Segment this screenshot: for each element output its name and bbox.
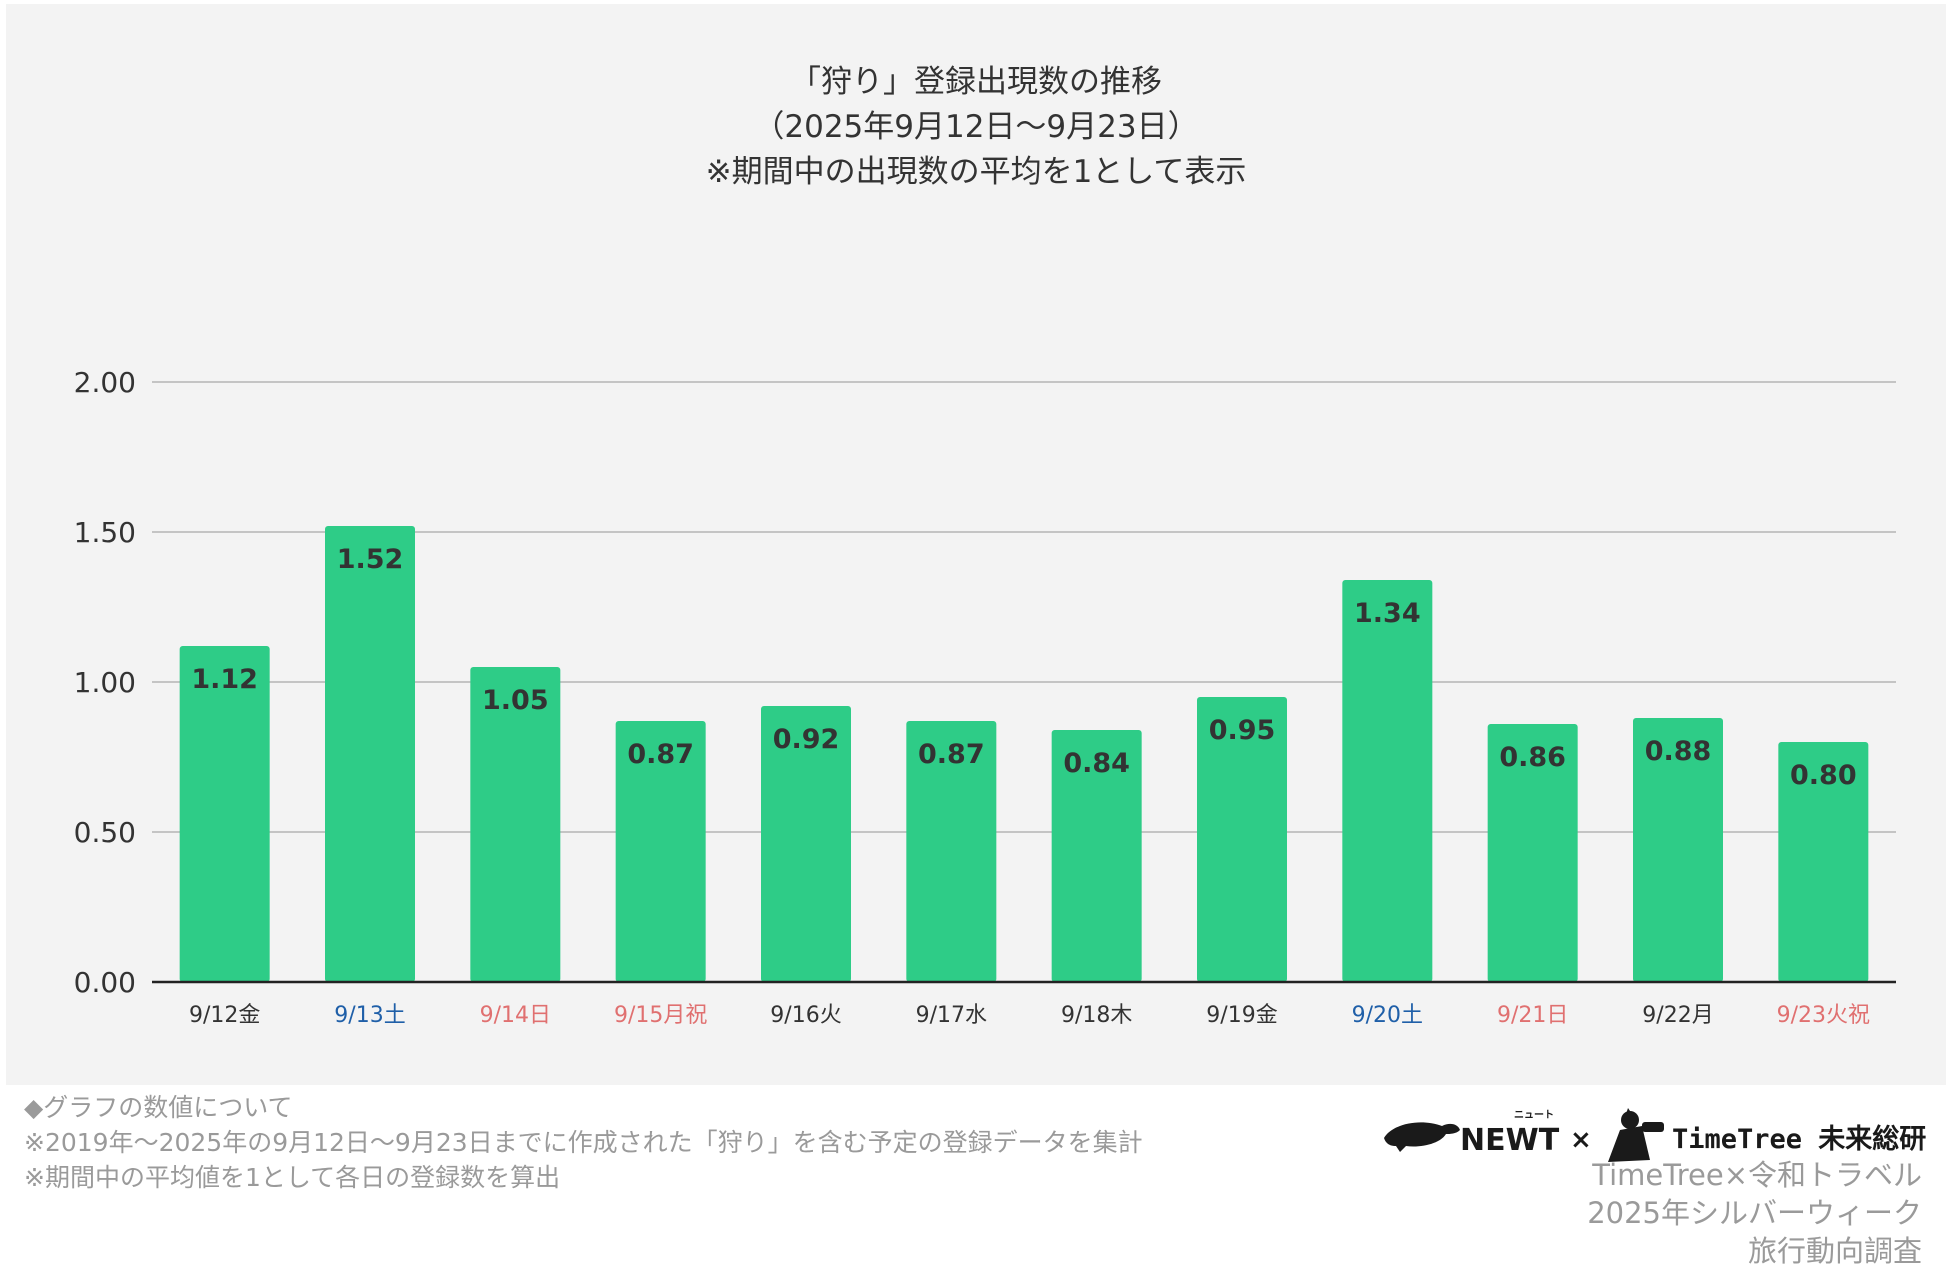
bar-chart: 0.00 0.50 1.00 1.50 2.00 1.12 9/12金 1.52 9/13土 1.…	[74, 366, 1896, 1028]
x-tick-label: 9/12金	[189, 1003, 260, 1028]
footnote-line-3: ※期間中の平均値を1として各日の登録数を算出	[24, 1163, 561, 1192]
footnote-line-2: ※2019年～2025年の9月12日～9月23日までに作成された「狩り」を含む予…	[24, 1128, 1143, 1157]
newt-wordmark: NEWT	[1460, 1123, 1560, 1158]
y-tick-label: 1.50	[74, 516, 136, 549]
x-tick-label: 9/18木	[1061, 1003, 1132, 1028]
bar	[325, 526, 415, 982]
bar	[1487, 724, 1578, 982]
bar-value-label: 1.52	[337, 544, 404, 575]
bar	[1051, 730, 1142, 982]
y-tick-label: 1.00	[74, 666, 136, 699]
x-tick-label: 9/16火	[770, 1003, 841, 1028]
chart-title-line-2: （2025年9月12日～9月23日）	[753, 109, 1199, 145]
newt-ruby: ニュート	[1514, 1109, 1554, 1121]
credit-line-3: 旅行動向調査	[1747, 1234, 1922, 1268]
x-tick-label: 9/19金	[1206, 1003, 1277, 1028]
bar-value-label: 0.87	[627, 739, 694, 770]
logo-row: ニュート NEWT × TimeTree 未来総研	[1380, 1104, 1940, 1168]
credit-line-1: TimeTree×令和トラベル	[1592, 1158, 1922, 1192]
chart-panel: 「狩り」登録出現数の推移 （2025年9月12日～9月23日） ※期間中の出現数…	[6, 4, 1946, 1085]
bar-value-label: 0.92	[773, 724, 840, 755]
x-tick-label: 9/14日	[480, 1003, 551, 1028]
bar-value-label: 1.12	[191, 664, 258, 695]
credit: TimeTree×令和トラベル 2025年シルバーウィーク 旅行動向調査	[1587, 1156, 1922, 1270]
turtle-icon	[1384, 1122, 1460, 1152]
x-tick-label: 9/22月	[1642, 1003, 1713, 1028]
y-tick-label: 2.00	[74, 366, 136, 399]
bar-value-label: 0.87	[918, 739, 985, 770]
bar-value-label: 0.84	[1063, 748, 1130, 779]
bar	[470, 667, 561, 982]
bar-value-label: 1.34	[1354, 598, 1421, 629]
footnote-line-1: ◆グラフの数値について	[24, 1093, 293, 1122]
binoculars-person-icon	[1608, 1108, 1664, 1162]
bar-value-label: 0.88	[1645, 736, 1712, 767]
bar	[906, 721, 997, 982]
footnote: ◆グラフの数値について ※2019年～2025年の9月12日～9月23日までに作…	[24, 1090, 1143, 1195]
x-tick-label: 9/21日	[1497, 1003, 1568, 1028]
bar	[1197, 697, 1287, 982]
y-tick-label: 0.00	[74, 966, 136, 999]
chart-title-line-3: ※期間中の出現数の平均を1として表示	[705, 154, 1247, 190]
bar-value-label: 1.05	[482, 685, 549, 716]
bar	[761, 706, 851, 982]
bar	[615, 721, 706, 982]
logo-separator: ×	[1570, 1125, 1592, 1155]
x-tick-label: 9/15月祝	[614, 1003, 707, 1028]
bar-value-label: 0.86	[1499, 742, 1566, 773]
bar	[1633, 718, 1723, 982]
bar-value-label: 0.95	[1209, 715, 1276, 746]
x-tick-label: 9/20土	[1352, 1003, 1423, 1028]
y-tick-label: 0.50	[74, 816, 136, 849]
x-tick-label: 9/17水	[916, 1003, 987, 1028]
bar	[1342, 580, 1433, 982]
chart-title: 「狩り」登録出現数の推移 （2025年9月12日～9月23日） ※期間中の出現数…	[6, 60, 1946, 195]
bar	[1778, 742, 1869, 982]
bar-value-label: 0.80	[1790, 760, 1857, 791]
bar	[179, 646, 270, 982]
x-tick-label: 9/23火祝	[1777, 1003, 1870, 1028]
newt-logo: ニュート NEWT	[1384, 1109, 1560, 1158]
x-tick-label: 9/13土	[334, 1003, 405, 1028]
chart-title-line-1: 「狩り」登録出現数の推移	[790, 64, 1162, 100]
credit-line-2: 2025年シルバーウィーク	[1587, 1196, 1922, 1230]
timetree-logo: TimeTree 未来総研	[1608, 1108, 1926, 1162]
timetree-wordmark: TimeTree 未来総研	[1672, 1123, 1926, 1155]
